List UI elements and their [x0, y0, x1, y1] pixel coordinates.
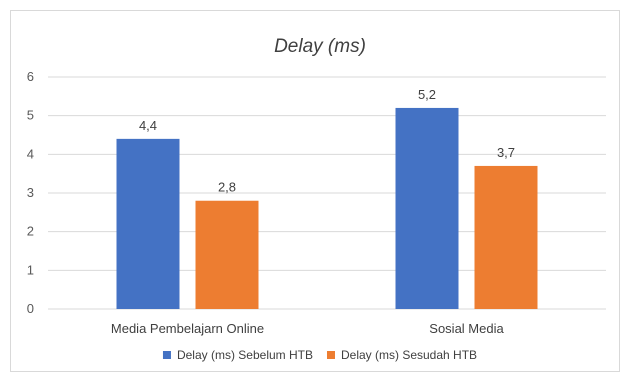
data-label: 2,8: [218, 180, 236, 195]
y-axis-ticks: 0 1 2 3 4 5 6: [27, 69, 34, 316]
y-tick-label: 2: [27, 224, 34, 239]
x-category-label: Sosial Media: [429, 321, 504, 336]
legend: Delay (ms) Sebelum HTB Delay (ms) Sesudah…: [162, 348, 477, 362]
bar-sesudah-1: [474, 165, 538, 309]
y-tick-label: 6: [27, 69, 34, 84]
data-label: 5,2: [418, 87, 436, 102]
x-axis-categories: Media Pembelajarn Online Sosial Media: [111, 321, 505, 336]
data-label: 4,4: [139, 118, 157, 133]
chart-frame: [10, 10, 620, 372]
y-tick-label: 3: [27, 185, 34, 200]
chart-title: Delay (ms): [274, 36, 366, 57]
legend-label: Delay (ms) Sebelum HTB: [177, 348, 313, 362]
y-tick-label: 1: [27, 262, 34, 277]
y-tick-label: 0: [27, 301, 34, 316]
legend-item: Delay (ms) Sebelum HTB: [162, 348, 313, 362]
bars: [116, 107, 538, 309]
y-tick-label: 4: [27, 146, 34, 161]
legend-label: Delay (ms) Sesudah HTB: [341, 348, 477, 362]
legend-item: Delay (ms) Sesudah HTB: [326, 348, 477, 362]
legend-swatch: [326, 351, 335, 359]
bar-sebelum-1: [395, 107, 459, 309]
bar-sesudah-0: [195, 200, 259, 309]
data-labels: 4,4 2,8 5,2 3,7: [139, 87, 515, 195]
bar-sebelum-0: [116, 138, 180, 309]
y-tick-label: 5: [27, 108, 34, 123]
x-category-label: Media Pembelajarn Online: [111, 321, 264, 336]
data-label: 3,7: [497, 145, 515, 160]
legend-swatch: [162, 351, 171, 359]
